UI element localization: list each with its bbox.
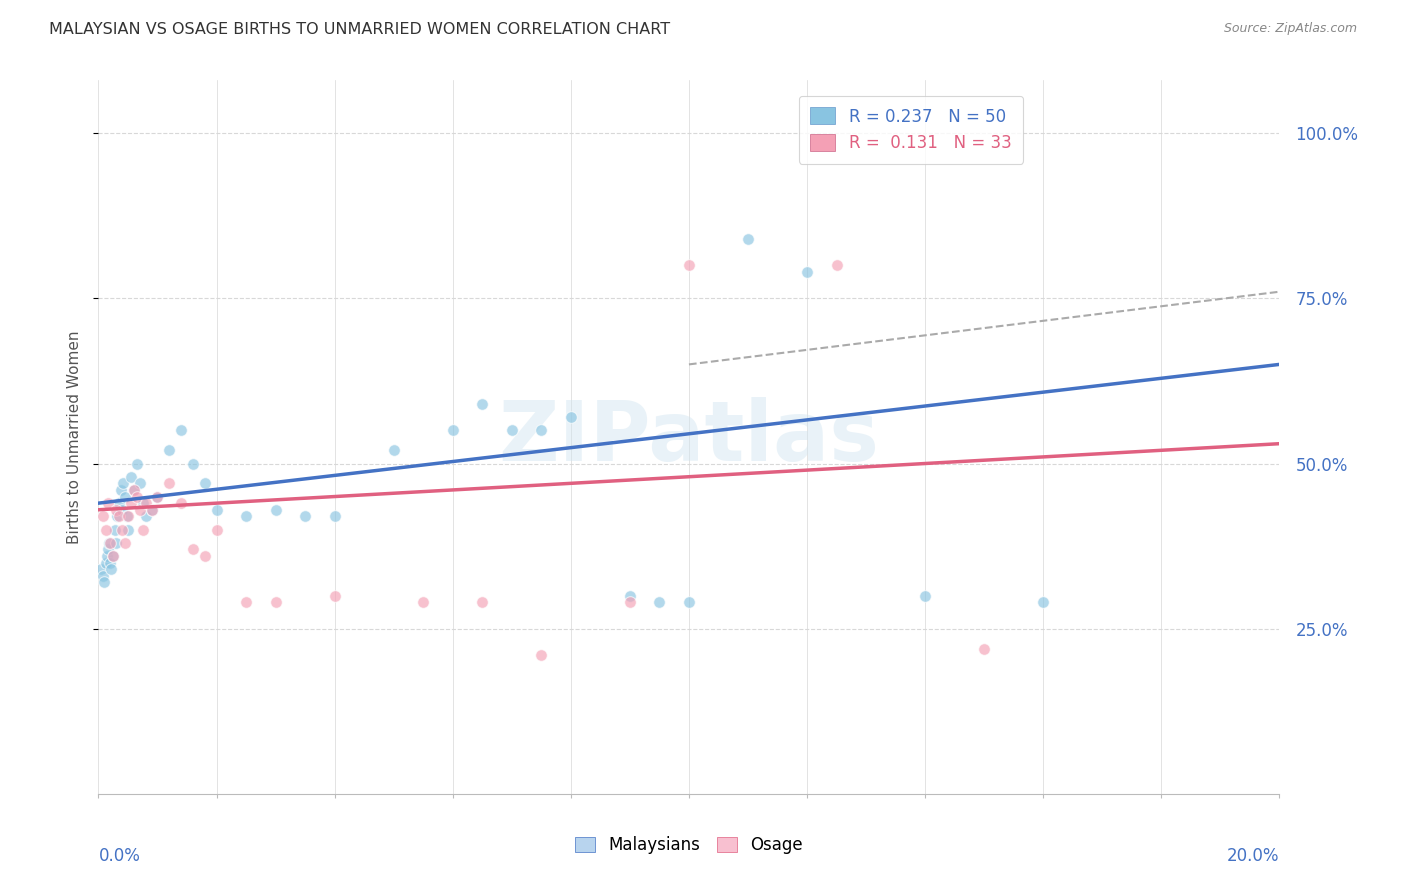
Point (132, 496, 155, 510)
Point (737, 232, 759, 246)
Point (530, 424, 553, 438)
Point (114, 536, 136, 550)
Point (973, 641, 995, 656)
Point (471, 595, 494, 609)
Point (135, 496, 157, 510)
Point (98, 556, 121, 570)
Point (181, 542, 204, 557)
Point (170, 424, 193, 438)
Point (97, 496, 120, 510)
Point (105, 502, 128, 516)
Point (560, 410, 582, 425)
Point (108, 509, 131, 524)
Point (125, 457, 148, 471)
Point (114, 490, 136, 504)
Text: 20.0%: 20.0% (1227, 847, 1279, 865)
Point (94, 523, 117, 537)
Point (205, 523, 228, 537)
Text: Source: ZipAtlas.com: Source: ZipAtlas.com (1223, 22, 1357, 36)
Point (96, 549, 118, 563)
Point (117, 523, 139, 537)
Point (648, 595, 671, 609)
Point (235, 509, 257, 524)
Text: ZIPatlas: ZIPatlas (499, 397, 879, 477)
Point (98, 536, 121, 550)
Point (323, 509, 346, 524)
Point (112, 476, 135, 491)
Point (135, 509, 157, 524)
Text: MALAYSIAN VS OSAGE BIRTHS TO UNMARRIED WOMEN CORRELATION CHART: MALAYSIAN VS OSAGE BIRTHS TO UNMARRIED W… (49, 22, 671, 37)
Point (914, 589, 936, 603)
Point (104, 523, 127, 537)
Point (100, 562, 122, 576)
Point (120, 469, 142, 483)
Point (157, 476, 180, 491)
Point (382, 443, 405, 458)
Point (120, 496, 142, 510)
Point (619, 589, 641, 603)
Point (93, 575, 115, 590)
Point (1032, 595, 1054, 609)
Text: 0.0%: 0.0% (98, 847, 141, 865)
Point (122, 483, 145, 497)
Point (471, 397, 494, 411)
Point (294, 509, 316, 524)
Point (125, 490, 148, 504)
Point (110, 483, 132, 497)
Point (98, 536, 121, 550)
Point (91, 509, 114, 524)
Point (111, 502, 134, 516)
Point (103, 549, 125, 563)
Point (157, 443, 180, 458)
Point (90, 562, 112, 576)
Point (105, 509, 128, 524)
Point (181, 457, 204, 471)
Point (205, 502, 228, 516)
Point (115, 509, 138, 524)
Point (194, 549, 217, 563)
Legend: Malaysians, Osage: Malaysians, Osage (568, 830, 810, 861)
Point (103, 549, 125, 563)
Point (530, 648, 553, 662)
Point (146, 490, 169, 504)
Point (97, 542, 120, 557)
Point (128, 476, 150, 491)
Point (796, 265, 818, 279)
Point (146, 490, 169, 504)
Point (678, 258, 700, 272)
Point (678, 595, 700, 609)
Y-axis label: Births to Unmarried Women: Births to Unmarried Women (67, 330, 83, 544)
Point (128, 502, 150, 516)
Point (94, 556, 117, 570)
Point (132, 523, 155, 537)
Point (117, 509, 139, 524)
Point (264, 502, 287, 516)
Point (264, 595, 287, 609)
Point (141, 502, 163, 516)
Point (194, 476, 217, 491)
Point (501, 424, 523, 438)
Point (122, 483, 145, 497)
Point (91, 569, 114, 583)
Point (323, 589, 346, 603)
Point (441, 424, 464, 438)
Point (141, 502, 163, 516)
Point (170, 496, 193, 510)
Point (619, 595, 641, 609)
Point (825, 258, 848, 272)
Point (105, 536, 128, 550)
Point (108, 496, 131, 510)
Point (412, 595, 434, 609)
Point (235, 595, 257, 609)
Point (111, 523, 134, 537)
